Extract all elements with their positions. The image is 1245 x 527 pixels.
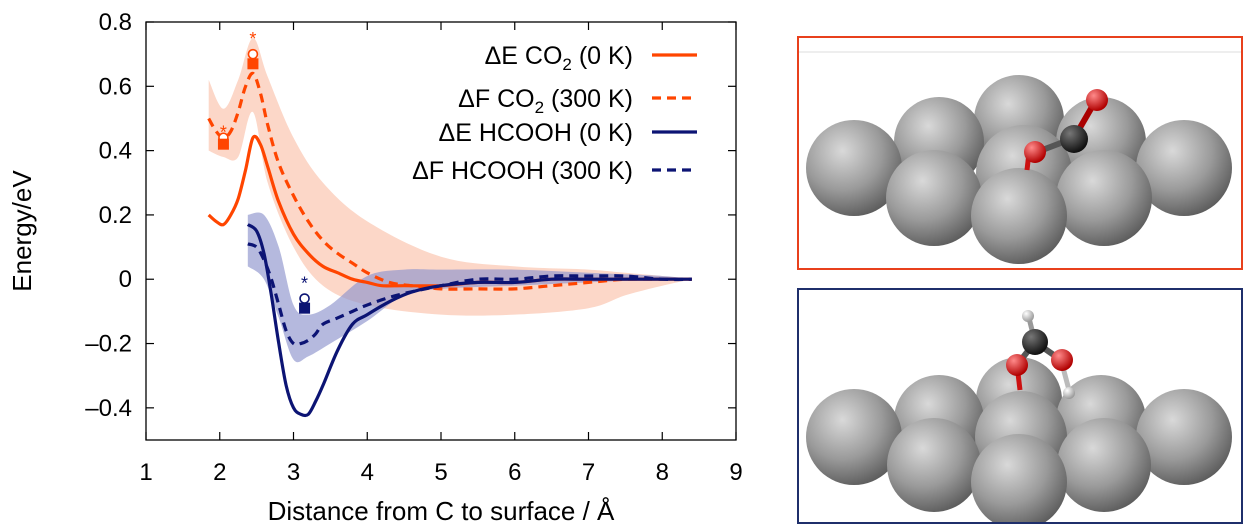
energy-distance-chart: * * * 1 2 3 4 5 6 7 8 9 0.8 0.6 0.4 0.2 0 –0.2 –0.4 Dist… [7, 9, 743, 526]
x-tick-label: 9 [729, 459, 742, 486]
line-series-1 [207, 71, 692, 291]
oxygen-atom [1006, 354, 1028, 376]
carbon-atom [1060, 125, 1088, 153]
plot-frame [145, 21, 737, 441]
carbon-atom [1022, 329, 1048, 355]
marker-circle-7 [299, 293, 310, 304]
co2-adsorption-snapshot [797, 36, 1243, 270]
x-tick-label: 5 [434, 459, 447, 486]
x-tick-label: 8 [656, 459, 669, 486]
y-tick-label: –0.4 [85, 395, 132, 422]
metal-atom [1136, 389, 1232, 485]
legend-label-3: ΔF HCOOH (300 K) [412, 157, 633, 185]
metal-atom [806, 389, 902, 485]
y-tick-label: 0.4 [99, 138, 132, 165]
hydrogen-atom [1022, 310, 1034, 322]
metal-atom [1057, 418, 1151, 512]
metal-atom [1136, 120, 1232, 216]
hydrogen-atom [1063, 387, 1075, 399]
oxygen-atom [1024, 141, 1046, 163]
marker-square-2 [217, 138, 229, 150]
y-axis-label: Energy/eV [7, 170, 37, 292]
legend-label-2: ΔE HCOOH (0 K) [439, 119, 634, 147]
legend-label-1: ΔF CO2 (300 K) [458, 85, 633, 117]
marker-square-8 [299, 302, 311, 314]
metal-atom [886, 150, 982, 246]
marker-square-5 [247, 58, 259, 70]
y-tick-label: 0 [119, 266, 132, 293]
hcooh-structure-render [806, 310, 1232, 522]
x-tick-label: 3 [287, 459, 300, 486]
metal-atom [887, 418, 981, 512]
legend-label-0: ΔE CO2 (0 K) [485, 42, 633, 74]
x-axis-ticks: 1 2 3 4 5 6 7 8 9 [139, 22, 743, 486]
line-series-2 [246, 223, 692, 418]
x-tick-label: 2 [213, 459, 226, 486]
metal-atom [1056, 150, 1152, 246]
x-axis-label: Distance from C to surface / Å [268, 496, 615, 526]
hcooh-adsorption-snapshot [797, 288, 1243, 524]
metal-atom [806, 120, 902, 216]
x-tick-label: 1 [139, 459, 152, 486]
y-tick-label: –0.2 [85, 331, 132, 358]
y-axis-ticks: 0.8 0.6 0.4 0.2 0 –0.2 –0.4 [85, 9, 736, 422]
oxygen-atom [1051, 349, 1073, 371]
y-tick-label: 0.8 [99, 9, 132, 36]
oxygen-atom [1086, 89, 1108, 111]
marker-star-0: * [220, 122, 227, 142]
legend: ΔE CO2 (0 K) ΔF CO2 (300 K)ΔE HCOOH (0 K)… [412, 42, 697, 185]
data-markers: * * * [217, 29, 311, 314]
co2-structure-render [799, 51, 1241, 264]
marker-star-3: * [249, 29, 256, 49]
marker-circle-4 [247, 48, 259, 60]
series-lines [207, 71, 692, 418]
x-tick-label: 7 [582, 459, 595, 486]
band-series-3 [247, 212, 692, 363]
y-tick-label: 0.2 [99, 202, 132, 229]
metal-atom [971, 168, 1067, 264]
y-tick-label: 0.6 [99, 73, 132, 100]
x-tick-label: 6 [508, 459, 521, 486]
marker-star-6: * [301, 273, 308, 293]
x-tick-label: 4 [361, 459, 374, 486]
metal-atom [971, 434, 1067, 522]
line-series-3 [247, 242, 692, 347]
